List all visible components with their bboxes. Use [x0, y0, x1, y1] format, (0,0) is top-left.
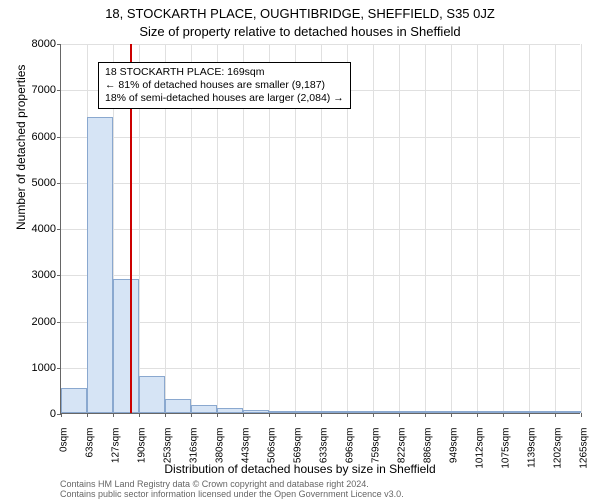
annotation-line-2: ← 81% of detached houses are smaller (9,…: [105, 79, 344, 92]
histogram-bar: [555, 411, 581, 413]
annotation-box: 18 STOCKARTH PLACE: 169sqm ← 81% of deta…: [98, 62, 351, 109]
histogram-bar: [269, 411, 295, 413]
x-tick-label: 822sqm: [397, 428, 408, 478]
x-tick-mark: [61, 413, 62, 417]
histogram-bar: [217, 408, 243, 413]
y-tick-label: 7000: [16, 84, 56, 96]
x-tick-mark: [113, 413, 114, 417]
x-tick-label: 506sqm: [267, 428, 278, 478]
x-tick-mark: [399, 413, 400, 417]
y-tick-label: 8000: [16, 38, 56, 50]
histogram-bar: [347, 411, 373, 413]
x-tick-label: 949sqm: [449, 428, 460, 478]
histogram-bar: [139, 376, 165, 413]
y-tick-mark: [57, 183, 61, 184]
x-tick-mark: [269, 413, 270, 417]
x-tick-label: 1202sqm: [553, 428, 564, 478]
chart-title-address: 18, STOCKARTH PLACE, OUGHTIBRIDGE, SHEFF…: [0, 6, 600, 21]
histogram-bar: [191, 405, 217, 413]
x-tick-mark: [373, 413, 374, 417]
x-tick-mark: [165, 413, 166, 417]
x-tick-label: 1075sqm: [501, 428, 512, 478]
gridline-horizontal: [61, 229, 580, 230]
x-tick-mark: [581, 413, 582, 417]
x-tick-mark: [477, 413, 478, 417]
histogram-bar: [477, 411, 503, 413]
y-tick-mark: [57, 137, 61, 138]
y-tick-label: 1000: [16, 362, 56, 374]
histogram-bar: [165, 399, 191, 413]
histogram-bar: [87, 117, 113, 413]
x-tick-mark: [139, 413, 140, 417]
x-tick-label: 0sqm: [59, 428, 70, 478]
histogram-bar: [529, 411, 555, 413]
x-tick-label: 380sqm: [215, 428, 226, 478]
x-tick-mark: [191, 413, 192, 417]
x-tick-label: 190sqm: [137, 428, 148, 478]
y-tick-label: 0: [16, 408, 56, 420]
x-tick-mark: [555, 413, 556, 417]
y-tick-label: 5000: [16, 177, 56, 189]
y-tick-mark: [57, 90, 61, 91]
y-tick-label: 3000: [16, 269, 56, 281]
x-tick-mark: [243, 413, 244, 417]
x-tick-label: 759sqm: [371, 428, 382, 478]
x-tick-mark: [347, 413, 348, 417]
gridline-horizontal: [61, 137, 580, 138]
histogram-bar: [373, 411, 399, 413]
histogram-bar: [113, 279, 139, 413]
histogram-bar: [61, 388, 87, 413]
x-tick-label: 127sqm: [111, 428, 122, 478]
x-tick-label: 316sqm: [189, 428, 200, 478]
y-tick-mark: [57, 44, 61, 45]
y-tick-mark: [57, 368, 61, 369]
gridline-horizontal: [61, 44, 580, 45]
histogram-bar: [425, 411, 451, 413]
y-tick-mark: [57, 229, 61, 230]
histogram-bar: [295, 411, 321, 413]
annotation-line-3: 18% of semi-detached houses are larger (…: [105, 92, 344, 105]
x-tick-mark: [503, 413, 504, 417]
x-tick-label: 1265sqm: [579, 428, 590, 478]
x-tick-mark: [217, 413, 218, 417]
gridline-horizontal: [61, 275, 580, 276]
y-tick-label: 4000: [16, 223, 56, 235]
chart-subtitle: Size of property relative to detached ho…: [0, 24, 600, 39]
x-tick-mark: [295, 413, 296, 417]
x-tick-label: 443sqm: [241, 428, 252, 478]
y-tick-mark: [57, 275, 61, 276]
y-tick-label: 6000: [16, 131, 56, 143]
histogram-bar: [399, 411, 425, 413]
x-tick-label: 63sqm: [85, 428, 96, 478]
gridline-horizontal: [61, 183, 580, 184]
x-tick-mark: [425, 413, 426, 417]
x-tick-label: 1139sqm: [527, 428, 538, 478]
x-tick-label: 253sqm: [163, 428, 174, 478]
histogram-bar: [503, 411, 529, 413]
x-tick-label: 696sqm: [345, 428, 356, 478]
y-tick-label: 2000: [16, 316, 56, 328]
histogram-bar: [321, 411, 347, 413]
x-tick-mark: [451, 413, 452, 417]
x-tick-label: 1012sqm: [475, 428, 486, 478]
footer-attribution: Contains HM Land Registry data © Crown c…: [60, 480, 404, 500]
histogram-bar: [451, 411, 477, 413]
x-tick-mark: [87, 413, 88, 417]
y-tick-mark: [57, 322, 61, 323]
histogram-bar: [243, 410, 269, 413]
x-tick-label: 886sqm: [423, 428, 434, 478]
footer-line-2: Contains public sector information licen…: [60, 490, 404, 500]
x-tick-mark: [321, 413, 322, 417]
x-tick-label: 633sqm: [319, 428, 330, 478]
annotation-line-1: 18 STOCKARTH PLACE: 169sqm: [105, 66, 344, 79]
x-tick-mark: [529, 413, 530, 417]
x-tick-label: 569sqm: [293, 428, 304, 478]
gridline-vertical: [581, 44, 582, 413]
